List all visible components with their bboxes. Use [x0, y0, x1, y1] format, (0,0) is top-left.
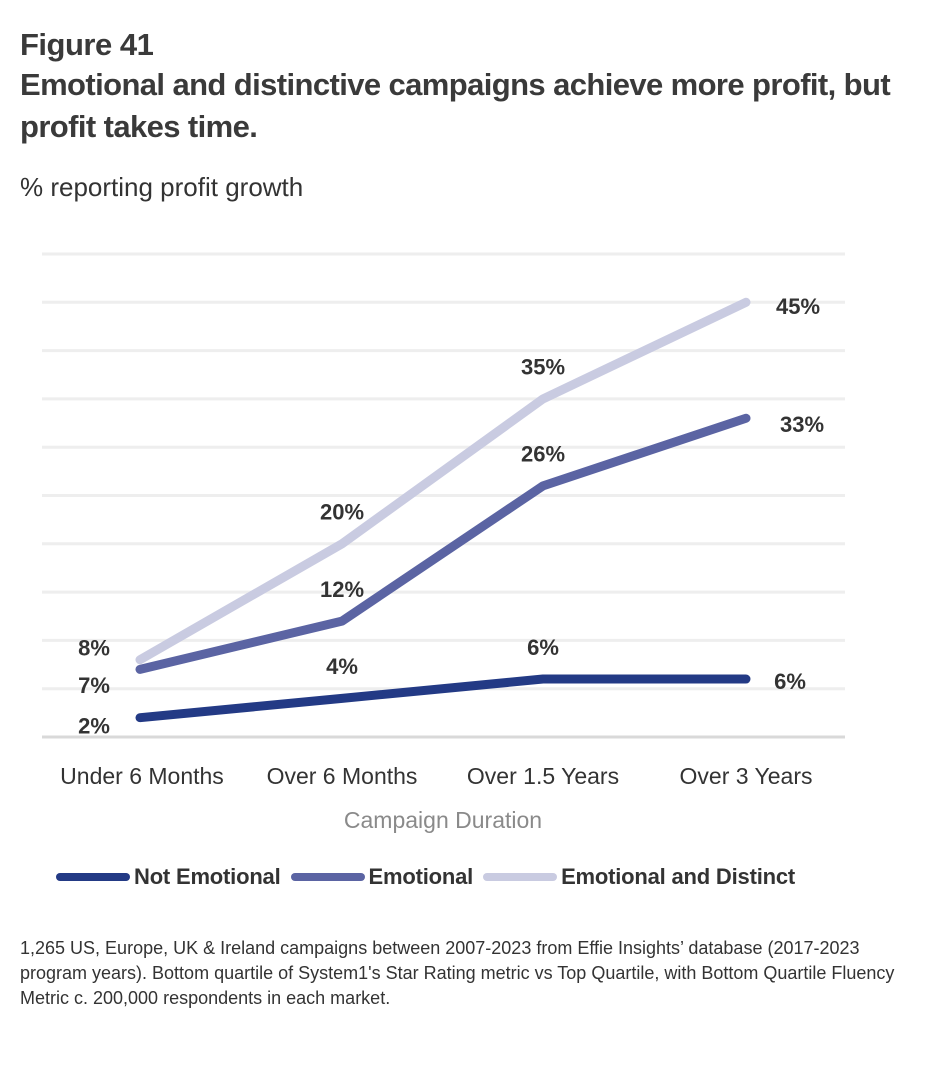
data-label: 35%: [521, 355, 565, 380]
data-label: 4%: [326, 654, 358, 679]
data-label: 2%: [78, 713, 110, 738]
legend-item-emotional-and-distinct: Emotional and Distinct: [483, 864, 795, 890]
data-label: 33%: [780, 412, 824, 437]
legend-swatch-emotional: [290, 873, 365, 881]
data-label: 8%: [78, 636, 110, 661]
legend-swatch-emotional-and-distinct: [483, 873, 558, 881]
x-tick-label: Over 3 Years: [680, 763, 813, 789]
legend-swatch-not-emotional: [56, 873, 130, 881]
x-tick-label: Under 6 Months: [60, 763, 224, 789]
x-axis-tick-labels: Under 6 Months Over 6 Months Over 1.5 Year…: [60, 763, 812, 789]
chart-subtitle: % reporting profit growth: [20, 172, 304, 202]
series-line-not-emotional: [135, 674, 751, 723]
legend-label: Emotional and Distinct: [561, 864, 796, 889]
legend: Not Emotional Emotional Emotional and Di…: [56, 862, 805, 892]
x-tick-label: Over 1.5 Years: [467, 763, 619, 789]
legend-item-emotional: Emotional: [290, 864, 474, 890]
series-lines: [135, 297, 751, 723]
data-label: 26%: [521, 442, 565, 467]
legend-label: Not Emotional: [134, 864, 281, 889]
x-axis-title: Campaign Duration: [344, 807, 542, 833]
legend-label: Emotional: [368, 864, 474, 889]
chart-title: Emotional and distinctive campaigns achi…: [20, 67, 891, 144]
data-label: 45%: [776, 294, 820, 319]
data-label: 20%: [320, 500, 364, 525]
series-line-emotional: [135, 413, 751, 674]
footnote: 1,265 US, Europe, UK & Ireland campaigns…: [20, 938, 895, 1008]
data-label: 7%: [78, 673, 110, 698]
line-chart: 2% 4% 6% 6% 7% 12% 26% 33% 8% 20% 35% 45% Under 6 M…: [42, 252, 845, 833]
data-label: 12%: [320, 577, 364, 602]
data-labels: 2% 4% 6% 6% 7% 12% 26% 33% 8% 20% 35% 45%: [78, 294, 824, 738]
data-label: 6%: [527, 635, 559, 660]
series-line-emotional-and-distinct: [135, 297, 751, 665]
figure-label: Figure 41: [20, 27, 154, 62]
data-label: 6%: [774, 669, 806, 694]
x-tick-label: Over 6 Months: [267, 763, 418, 789]
legend-item-not-emotional: Not Emotional: [56, 864, 281, 890]
